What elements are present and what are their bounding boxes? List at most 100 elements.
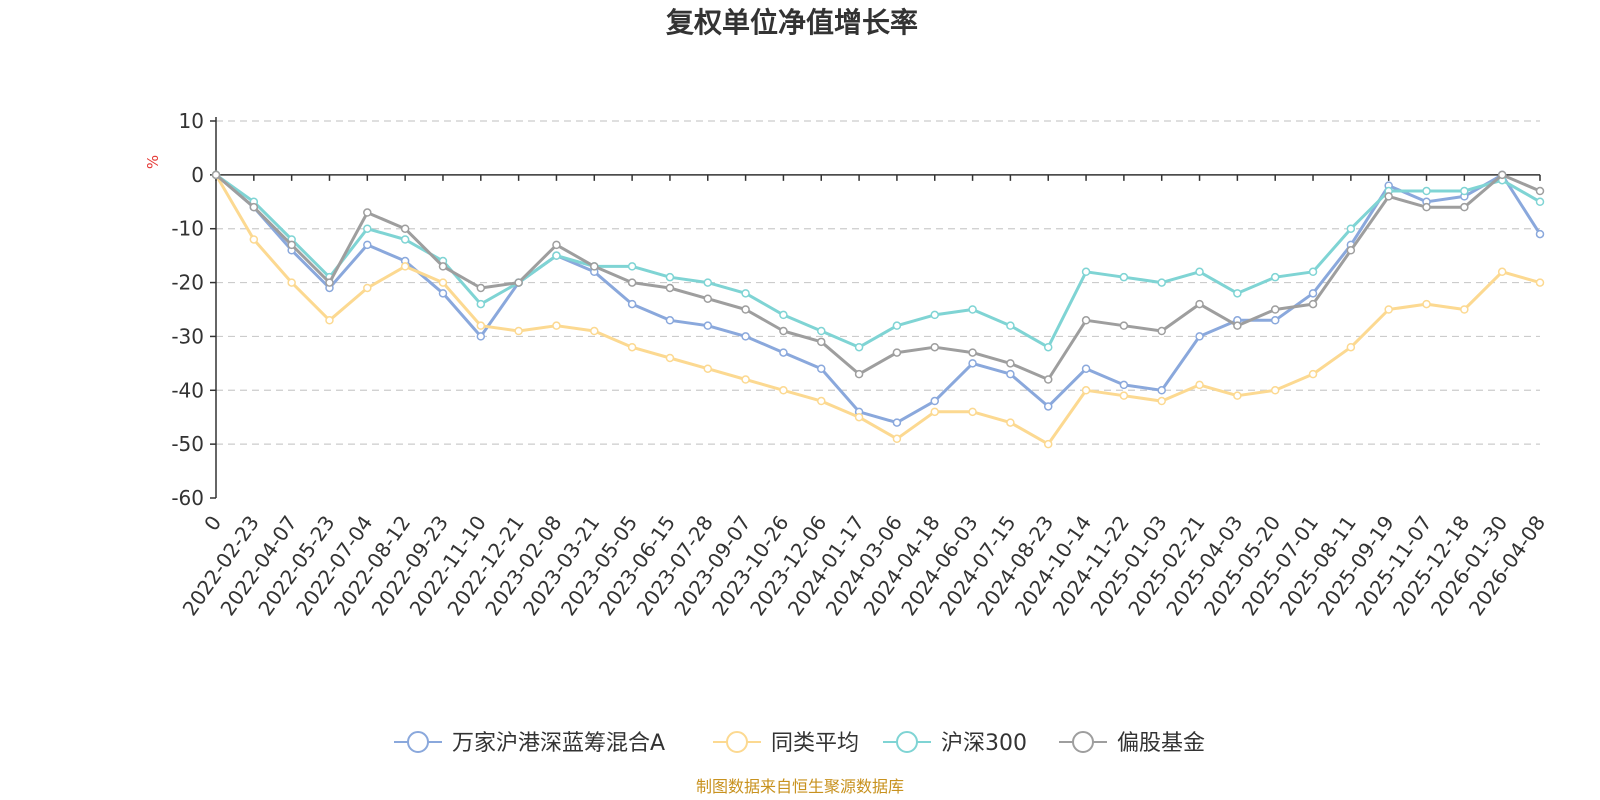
data-point [968,348,977,357]
data-point [1535,229,1545,239]
data-point [627,299,637,309]
data-point [1119,321,1129,330]
data-point [930,310,939,320]
data-point [665,316,675,325]
data-point [627,262,637,271]
data-point [325,316,334,325]
data-point [817,337,826,347]
data-point [1043,375,1053,384]
legend-item: 同类平均 [713,731,859,756]
data-point [892,348,902,357]
data-point [1157,326,1166,336]
data-point [1535,278,1545,287]
data-point [552,240,561,250]
data-point [1270,272,1280,282]
data-point [817,326,826,336]
data-point [1233,289,1242,298]
y-tick-label: -50 [171,432,204,456]
data-point [1308,369,1318,379]
data-point [1006,369,1015,379]
y-tick-label: -10 [171,217,204,241]
data-point [1043,439,1053,449]
data-point [1119,380,1129,390]
legend-marker [726,731,748,753]
legend-label: 同类平均 [771,731,859,756]
data-point [1043,342,1053,352]
y-tick-label: 10 [179,109,204,133]
data-point [249,202,259,212]
data-point [1195,267,1204,277]
data-point [1346,224,1356,233]
legend-item: 万家沪港深蓝筹混合A [394,731,665,756]
y-tick-label: -40 [171,378,204,402]
y-tick-label: -60 [171,486,204,510]
data-point [590,326,599,336]
data-point [1119,272,1129,282]
data-point [1081,386,1091,395]
data-point [1308,267,1318,277]
series-3 [211,170,1545,384]
legend-marker [1072,731,1094,753]
legend: 万家沪港深蓝筹混合A 同类平均 沪深300 偏股基金 [394,731,1205,756]
series-line [215,173,1542,425]
data-point [1497,170,1507,180]
data-point [363,208,372,217]
data-point [1308,289,1318,298]
data-point [854,412,864,422]
data-point [779,310,788,320]
gridlines [216,120,1540,445]
data-point [703,321,713,330]
data-point [1460,305,1469,314]
y-axis: 10 0 -10 -20 -30 -40 -50 -60 [171,109,217,510]
data-point [1308,299,1318,309]
data-point [1081,316,1091,325]
data-point [400,262,410,271]
legend-item: 沪深300 [883,731,1027,756]
series-lines [211,170,1545,449]
series-line [214,174,1541,446]
y-tick-label: -20 [171,271,204,295]
data-point [665,283,675,293]
legend-marker [407,731,429,753]
data-point [287,278,296,287]
data-point [476,332,486,341]
data-point [703,278,713,287]
series-0 [211,170,1545,427]
data-point [665,353,675,363]
data-point [476,321,486,330]
data-point [968,305,977,314]
data-point [703,294,713,303]
data-point [741,305,750,314]
y-tick-label: 0 [191,163,204,187]
data-point [1006,418,1015,427]
data-point [892,418,902,427]
data-point [1460,202,1469,212]
data-point [514,326,523,336]
legend-item: 偏股基金 [1059,731,1205,756]
legend-marker [896,731,918,753]
data-point [892,434,902,444]
data-point [1346,246,1356,255]
data-point [400,224,410,233]
data-point [1233,321,1242,330]
data-point [1460,186,1469,196]
data-point [1195,299,1204,309]
data-point [665,272,675,282]
data-point [514,278,523,287]
data-point [1270,316,1280,325]
data-point [968,407,977,417]
chart-title: 复权单位净值增长率 [666,6,918,39]
data-point [1233,391,1242,400]
data-point [1006,321,1015,330]
x-axis: 02022-02-232022-04-072022-05-232022-07-0… [178,174,1550,620]
data-point [1384,305,1393,314]
series-line [215,173,1541,381]
data-point [779,386,788,395]
data-point [287,240,296,250]
y-axis-label: % [144,155,162,169]
data-point [1081,364,1091,373]
y-tick-label: -30 [171,324,204,348]
data-point [438,262,448,271]
data-point [627,342,637,352]
